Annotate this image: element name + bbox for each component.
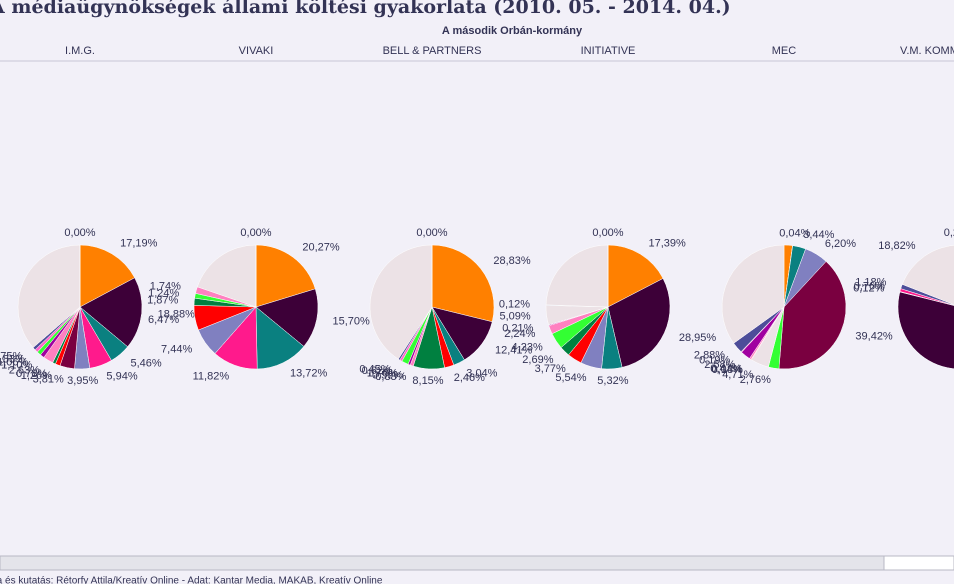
value-label: 4,23% <box>512 341 543 353</box>
value-label: 0,83% <box>0 353 25 365</box>
value-label: 7,44% <box>161 344 192 356</box>
value-label: 0,19% <box>699 355 730 367</box>
value-label: 28,83% <box>493 255 531 267</box>
value-label: 18,82% <box>878 240 916 252</box>
column-header: V.M. KOMMUNIKÁCIÓ <box>900 44 954 57</box>
value-label: 2,46% <box>454 372 485 384</box>
value-label: 2,24% <box>504 328 535 340</box>
value-label: 17,19% <box>120 237 158 249</box>
pie-slice <box>431 244 495 323</box>
scrollbar-track[interactable] <box>0 555 885 571</box>
pie-slice <box>255 288 319 347</box>
value-label: 0,00% <box>240 227 271 239</box>
column-header: BELL & PARTNERS <box>383 45 482 57</box>
value-label: 28,95% <box>679 332 717 344</box>
pie-slice <box>607 278 671 368</box>
value-label: 4,71% <box>722 369 753 381</box>
value-label: 1,87% <box>147 295 178 307</box>
value-label: 1,76% <box>367 367 398 379</box>
value-label: 3,81% <box>33 373 64 385</box>
pie-slice <box>721 244 785 344</box>
value-label: 5,94% <box>106 371 137 383</box>
value-label: 18,88% <box>158 308 196 320</box>
value-label: 2,58% <box>704 359 735 371</box>
value-label: 5,54% <box>555 372 586 384</box>
value-label: 3,95% <box>67 375 98 387</box>
pie-slice <box>79 244 136 308</box>
pie-slice <box>778 261 847 370</box>
value-label: 0,45% <box>359 364 390 376</box>
value-label: 0,62% <box>362 365 393 377</box>
column-header: MEC <box>772 45 797 57</box>
value-label: 0,76% <box>854 281 885 293</box>
value-label: 2,69% <box>522 354 553 366</box>
value-label: 2,63% <box>9 364 40 376</box>
value-label: 0,00% <box>592 227 623 239</box>
value-label: 0,00% <box>416 227 447 239</box>
value-label: 0,59% <box>372 370 403 382</box>
value-label: 17,39% <box>649 238 687 250</box>
value-label: 1,06% <box>0 356 29 368</box>
pie-slice <box>255 306 305 370</box>
value-label: 1,10% <box>1 360 32 372</box>
pie-slice <box>369 244 433 360</box>
value-label: 0,75% <box>0 351 22 363</box>
value-label: 1,18% <box>855 276 886 288</box>
value-label: 12,41% <box>495 345 533 357</box>
pie-slice <box>901 245 954 305</box>
chart-title: A médiaügynökségek állami költési gyakor… <box>0 0 731 18</box>
pie-slice <box>897 291 954 369</box>
pie-slice <box>255 244 316 308</box>
footer: Grafika és kutatás: Rétorfy Attila/Kreat… <box>0 576 383 584</box>
column-header: INITIATIVE <box>581 45 636 57</box>
value-label: 2,76% <box>740 374 771 386</box>
value-label: 0,26% <box>944 227 954 239</box>
pies: I.M.G.17,19%18,88%5,46%5,94%3,95%3,81%1,… <box>0 44 954 387</box>
value-label: 0,00% <box>64 227 95 239</box>
value-label: 0,04% <box>711 364 742 376</box>
pie-slice <box>607 244 664 308</box>
subtitle: A második Orbán-kormány <box>442 25 583 37</box>
value-label: 5,32% <box>597 375 628 387</box>
value-label: 39,42% <box>855 331 893 343</box>
value-label: 3,77% <box>535 363 566 375</box>
scrollbar-thumb[interactable] <box>883 555 954 571</box>
value-label: 15,70% <box>333 315 371 327</box>
value-label: 6,20% <box>825 238 856 250</box>
value-label: 0,47% <box>710 363 741 375</box>
value-label: 1,74% <box>150 281 181 293</box>
value-label: 0,83% <box>375 371 406 383</box>
value-label: 6,47% <box>148 314 179 326</box>
value-label: 11,82% <box>193 370 230 382</box>
value-label: 13,72% <box>290 368 328 380</box>
value-label: 3,44% <box>803 229 834 241</box>
value-label: 5,09% <box>499 311 530 323</box>
value-label: 20,27% <box>302 241 340 253</box>
value-label: 5,46% <box>130 357 161 369</box>
column-header: I.M.G. <box>65 45 95 57</box>
value-label: 0,21% <box>502 323 533 335</box>
value-label: 3,04% <box>466 367 497 379</box>
value-label: 0,78% <box>16 368 47 380</box>
value-label: 2,88% <box>694 349 725 361</box>
column-header: VIVAKI <box>239 45 274 57</box>
value-label: 8,15% <box>412 375 443 387</box>
pie-slice <box>17 244 81 348</box>
value-label: 0,04% <box>779 228 810 240</box>
pie-slice <box>545 244 609 308</box>
pie-slice <box>197 244 257 308</box>
value-label: 0,12% <box>853 283 884 295</box>
value-label: 0,12% <box>499 299 530 311</box>
value-label: 1,24% <box>148 287 179 299</box>
value-label: 1,26% <box>21 370 52 382</box>
pie-slice <box>79 277 143 348</box>
value-label: 0,13% <box>712 364 743 376</box>
